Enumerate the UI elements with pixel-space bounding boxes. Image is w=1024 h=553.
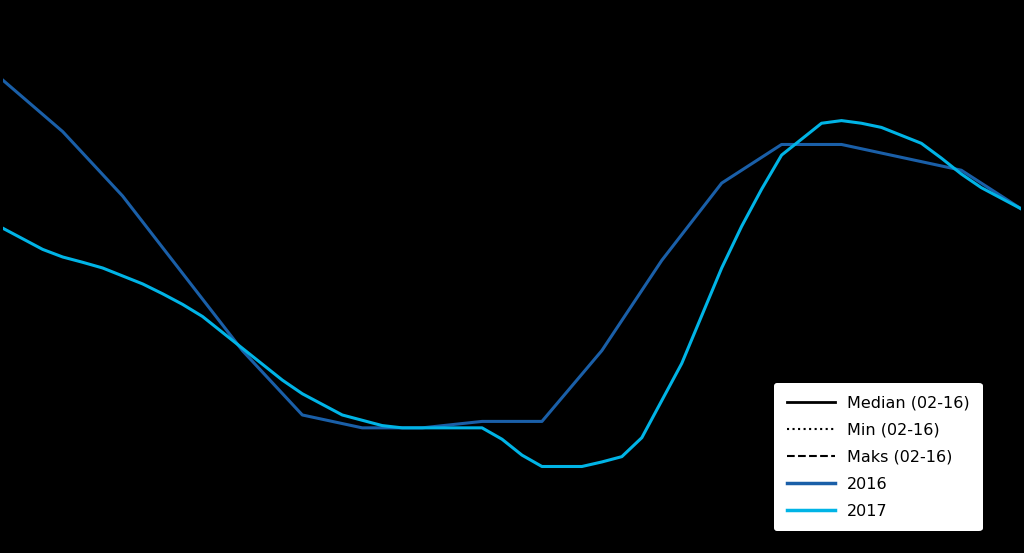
- Legend: Median (02-16), Min (02-16), Maks (02-16), 2016, 2017: Median (02-16), Min (02-16), Maks (02-16…: [774, 383, 983, 531]
